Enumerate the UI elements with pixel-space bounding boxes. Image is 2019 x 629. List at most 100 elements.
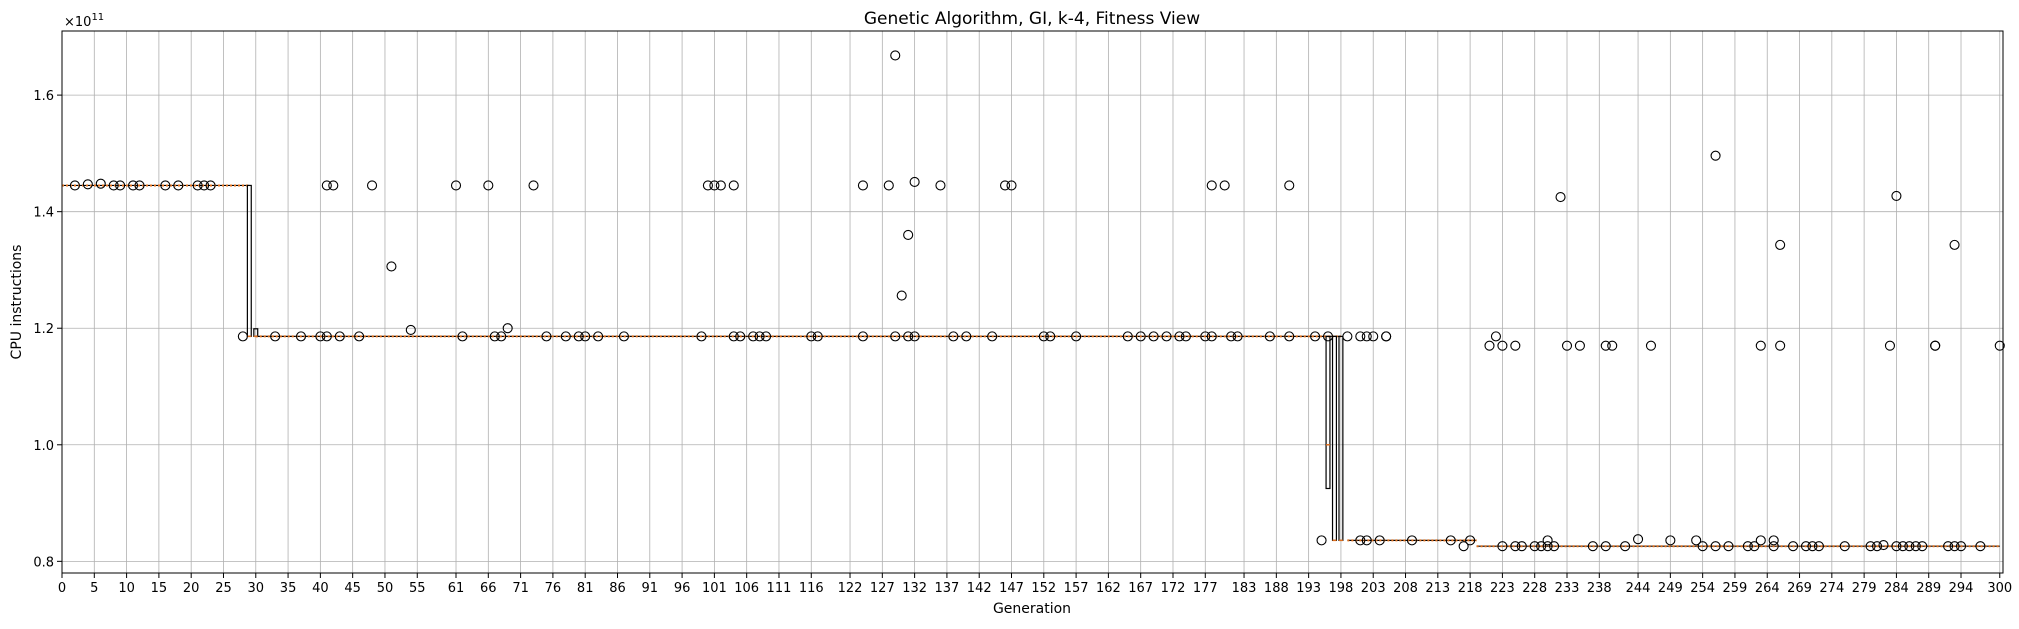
x-tick-label: 208 bbox=[1393, 581, 1418, 596]
outlier-point bbox=[160, 180, 171, 191]
outlier-point bbox=[1284, 331, 1295, 342]
outlier-point bbox=[1561, 340, 1573, 351]
outlier-point bbox=[754, 331, 765, 342]
x-tick-label: 172 bbox=[1161, 581, 1186, 596]
outlier-point bbox=[1897, 541, 1908, 552]
outlier-point bbox=[1691, 535, 1702, 546]
outlier-point bbox=[1490, 331, 1502, 342]
outlier-point bbox=[1284, 180, 1295, 191]
outlier-point bbox=[1891, 541, 1902, 552]
box-layer bbox=[246, 184, 1344, 542]
x-tick-label: 198 bbox=[1329, 581, 1354, 596]
outlier-point bbox=[1458, 541, 1469, 552]
outlier-point bbox=[328, 180, 339, 191]
x-tick-label: 188 bbox=[1264, 581, 1289, 596]
outlier-point bbox=[748, 331, 759, 342]
outlier-point bbox=[728, 331, 739, 342]
outlier-point bbox=[1174, 331, 1185, 342]
outlier-point bbox=[1807, 541, 1818, 552]
outlier-point bbox=[1226, 331, 1237, 342]
y-axis-label: CPU instructions bbox=[9, 245, 25, 360]
outlier-point bbox=[1406, 535, 1418, 546]
outlier-point bbox=[108, 180, 119, 191]
x-tick-label: 279 bbox=[1852, 581, 1877, 596]
outlier-point bbox=[948, 331, 959, 342]
outlier-point bbox=[1633, 534, 1644, 545]
outlier-point bbox=[961, 331, 972, 342]
x-tick-label: 162 bbox=[1096, 581, 1121, 596]
outlier-point bbox=[1322, 331, 1334, 342]
outlier-point bbox=[735, 331, 746, 342]
outlier-point bbox=[1620, 541, 1631, 552]
outlier-point bbox=[237, 331, 248, 342]
x-tick-label: 76 bbox=[545, 581, 562, 596]
outlier-point bbox=[1645, 340, 1657, 351]
outlier-point bbox=[1910, 541, 1921, 552]
outlier-point bbox=[334, 331, 345, 342]
outlier-point bbox=[1542, 541, 1553, 552]
y-tick-label: 0.8 bbox=[33, 555, 54, 570]
x-tick-label: 40 bbox=[312, 581, 329, 596]
outlier-point bbox=[715, 180, 726, 191]
outlier-point bbox=[1374, 535, 1385, 546]
x-tick-label: 269 bbox=[1787, 581, 1812, 596]
y-tick-label: 1.4 bbox=[33, 206, 54, 221]
plot-frame bbox=[61, 30, 2004, 574]
outlier-point bbox=[1891, 190, 1902, 201]
x-tick-label: 96 bbox=[674, 581, 691, 596]
median-lines bbox=[62, 184, 2000, 548]
outlier-point bbox=[1949, 239, 1960, 250]
outlier-point bbox=[909, 331, 920, 342]
outlier-point bbox=[405, 324, 416, 336]
x-tick-label: 254 bbox=[1690, 581, 1715, 596]
outlier-point bbox=[560, 331, 571, 342]
x-tick-label: 137 bbox=[935, 581, 960, 596]
outlier-point bbox=[1529, 541, 1540, 552]
x-tick-label: 111 bbox=[767, 581, 792, 596]
outlier-point bbox=[1361, 535, 1372, 546]
outlier-point bbox=[1355, 535, 1366, 546]
x-tick-label: 122 bbox=[838, 581, 863, 596]
outlier-point bbox=[496, 331, 507, 342]
outlier-point bbox=[173, 180, 184, 191]
x-tick-label: 264 bbox=[1755, 581, 1780, 596]
x-tick-label: 228 bbox=[1522, 581, 1547, 596]
outlier-point bbox=[806, 331, 817, 342]
outlier-point bbox=[987, 331, 998, 342]
outlier-point bbox=[1788, 541, 1799, 552]
outlier-point bbox=[315, 331, 326, 342]
x-tick-label: 45 bbox=[344, 581, 361, 596]
outlier-point bbox=[935, 180, 946, 191]
outlier-point bbox=[709, 180, 720, 191]
outlier-point bbox=[618, 331, 630, 342]
x-tick-label: 25 bbox=[215, 581, 232, 596]
x-tick-label: 300 bbox=[1987, 581, 2012, 596]
grid-layer bbox=[61, 31, 2003, 573]
x-tick-label: 81 bbox=[577, 581, 594, 596]
outlier-point bbox=[192, 180, 203, 191]
outlier-point bbox=[573, 331, 584, 342]
x-tick-label: 0 bbox=[58, 581, 66, 596]
x-tick-label: 183 bbox=[1232, 581, 1257, 596]
x-tick-label: 116 bbox=[799, 581, 824, 596]
outlier-point bbox=[1800, 541, 1812, 552]
outlier-point bbox=[702, 180, 713, 191]
x-tick-label: 152 bbox=[1031, 581, 1056, 596]
outlier-point bbox=[366, 180, 378, 191]
outlier-point bbox=[1755, 535, 1766, 546]
outlier-point bbox=[999, 180, 1011, 191]
x-tick-label: 101 bbox=[702, 581, 727, 596]
x-tick-label: 5 bbox=[90, 581, 98, 596]
outlier-point bbox=[1949, 541, 1960, 552]
x-tick-label: 284 bbox=[1884, 581, 1909, 596]
outlier-point bbox=[890, 331, 901, 342]
outlier-point bbox=[199, 180, 210, 191]
outlier-point bbox=[1710, 541, 1721, 552]
x-tick-label: 91 bbox=[642, 581, 659, 596]
x-tick-label: 177 bbox=[1193, 581, 1218, 596]
outlier-point bbox=[128, 180, 139, 191]
outlier-point bbox=[95, 178, 106, 189]
x-tick-label: 20 bbox=[183, 581, 200, 596]
chart-title: Genetic Algorithm, GI, k-4, Fitness View bbox=[864, 9, 1200, 29]
